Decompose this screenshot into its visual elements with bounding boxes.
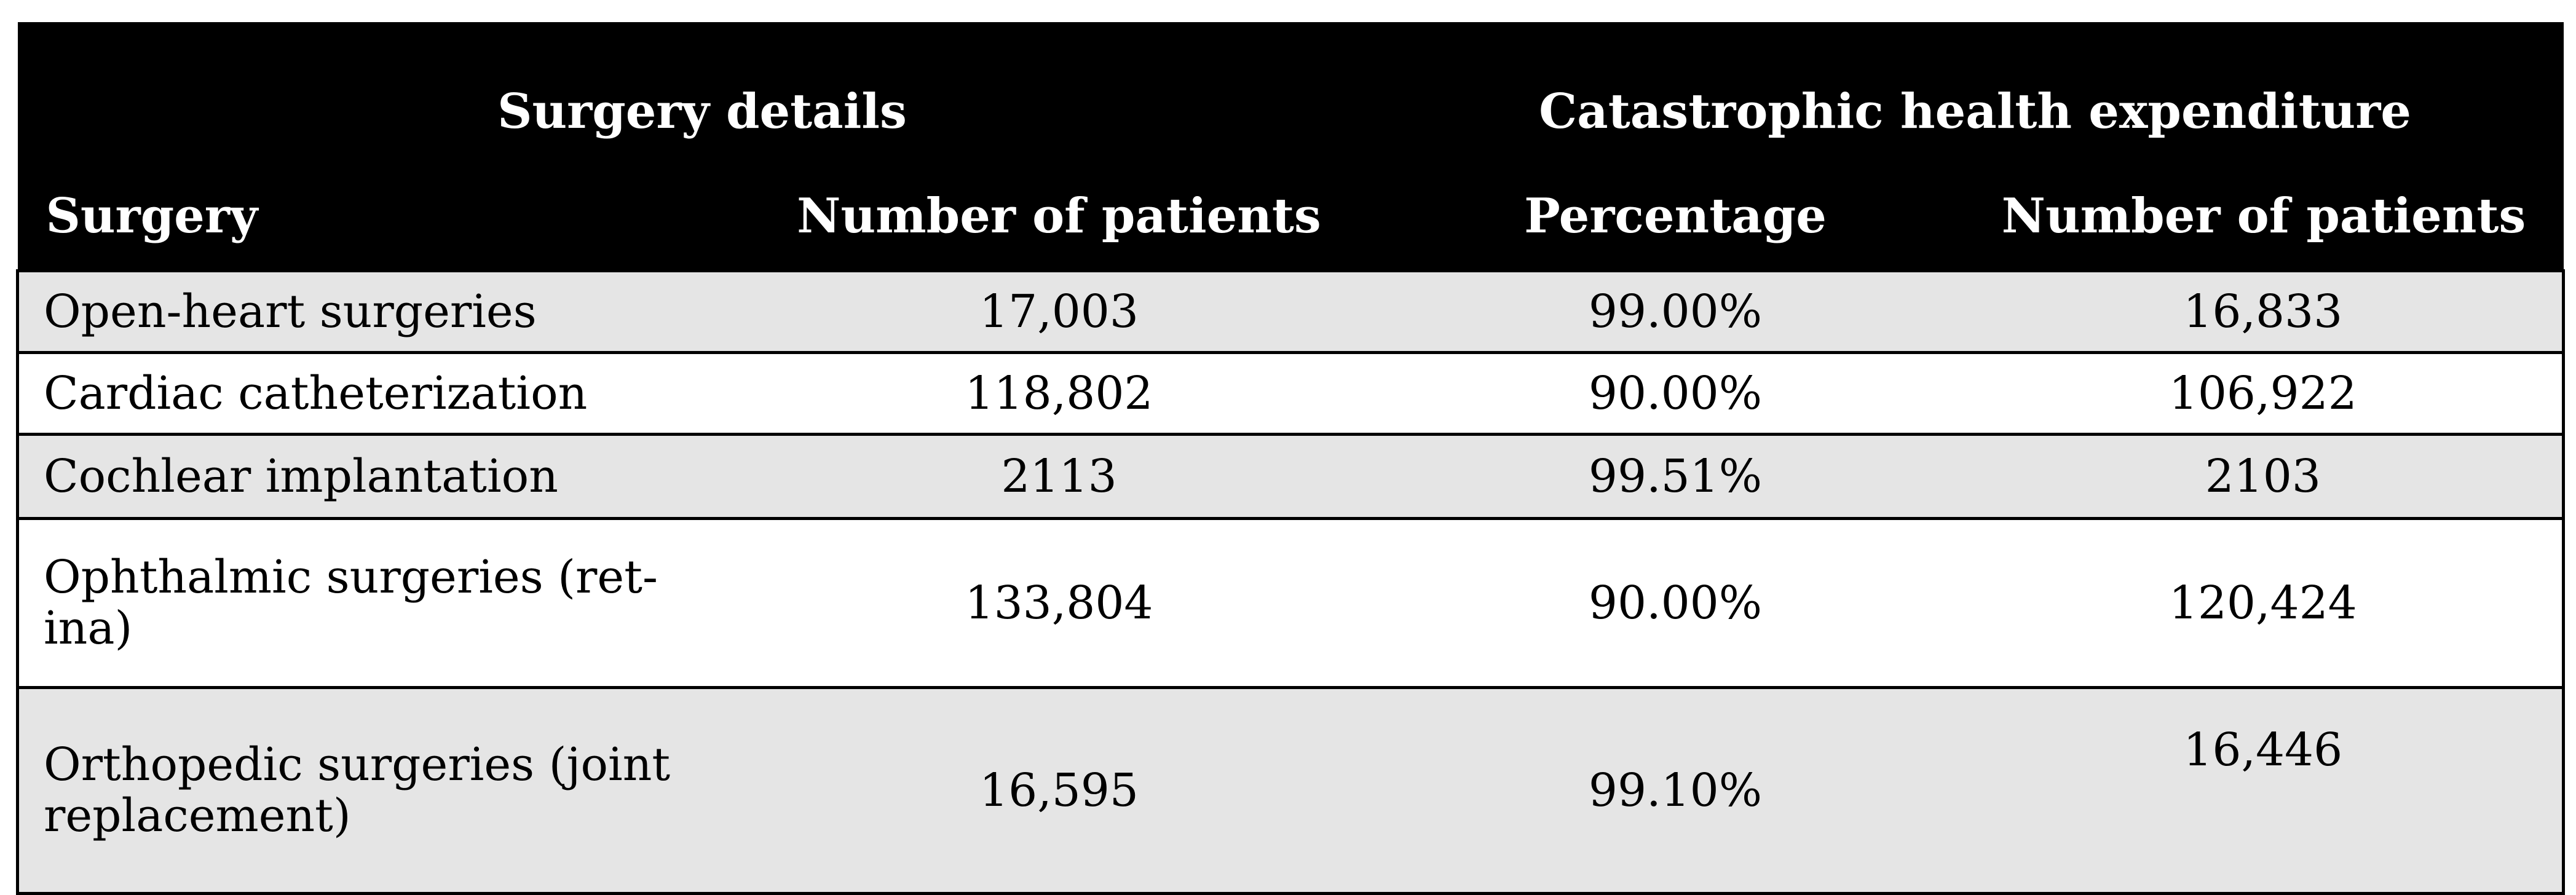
cell-surgery-line-1: Ophthalmic surgeries (ret- (44, 551, 658, 604)
table-row: Orthopedic surgeries (joint replacement)… (16, 686, 2566, 895)
column-header-row: Surgery Number of patients Percentage Nu… (17, 188, 2564, 271)
cell-patients: 17,003 (731, 269, 1387, 354)
cell-percentage: 90.00% (1386, 351, 1964, 436)
column-header-che-number-of-patients: Number of patients (1964, 188, 2564, 271)
cell-surgery: Cochlear implantation (16, 433, 732, 520)
cell-percentage: 90.00% (1386, 517, 1964, 689)
cell-percentage: 99.00% (1386, 269, 1964, 354)
cell-patients: 2113 (731, 433, 1387, 520)
group-header-row: Surgery details Catastrophic health expe… (17, 22, 2564, 188)
cell-percentage: 99.10% (1386, 686, 1964, 895)
cell-surgery: Ophthalmic surgeries (ret- ina) (16, 517, 732, 689)
table-row: Cardiac catheterization 118,802 90.00% 1… (16, 351, 2566, 436)
cell-surgery-line-2: ina) (44, 602, 133, 655)
cell-patients: 118,802 (731, 351, 1387, 436)
cell-patients: 133,804 (731, 517, 1387, 689)
column-header-surgery: Surgery (17, 188, 732, 271)
table-row: Cochlear implantation 2113 99.51% 2103 (16, 433, 2566, 520)
cell-che-patients: 2103 (1964, 433, 2566, 520)
column-header-percentage: Percentage (1386, 188, 1964, 271)
table-body: Open-heart surgeries 17,003 99.00% 16,83… (16, 269, 2566, 895)
cell-che-patients: 106,922 (1964, 351, 2566, 436)
table-row: Ophthalmic surgeries (ret- ina) 133,804 … (16, 517, 2566, 689)
surgery-expenditure-table: Surgery details Catastrophic health expe… (16, 22, 2566, 895)
cell-che-patients: 16,446 (1964, 686, 2566, 895)
cell-surgery-line-2: replacement) (44, 789, 351, 842)
table-header: Surgery details Catastrophic health expe… (17, 22, 2564, 271)
cell-surgery: Cardiac catheterization (16, 351, 732, 436)
column-header-number-of-patients: Number of patients (731, 188, 1387, 271)
group-header-surgery-details: Surgery details (17, 22, 1387, 188)
cell-percentage: 99.51% (1386, 433, 1964, 520)
group-header-catastrophic-expenditure: Catastrophic health expenditure (1386, 22, 2564, 188)
cell-surgery: Open-heart surgeries (16, 269, 732, 354)
cell-che-patients: 16,833 (1964, 269, 2566, 354)
cell-che-patients: 120,424 (1964, 517, 2566, 689)
cell-surgery: Orthopedic surgeries (joint replacement) (16, 686, 732, 895)
surgery-expenditure-table-container: Surgery details Catastrophic health expe… (16, 22, 2566, 895)
table-row: Open-heart surgeries 17,003 99.00% 16,83… (16, 269, 2566, 354)
cell-patients: 16,595 (731, 686, 1387, 895)
cell-surgery-line-1: Orthopedic surgeries (joint (44, 738, 671, 792)
